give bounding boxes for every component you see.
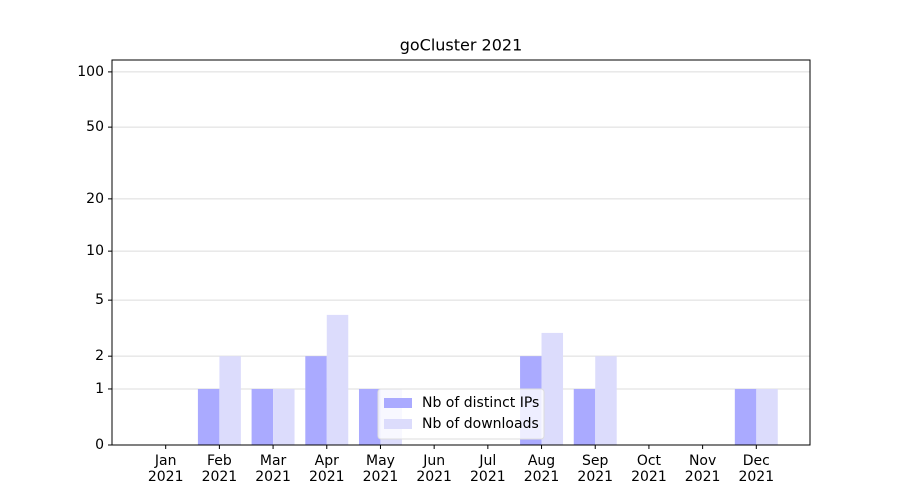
y-tick-label: 0 <box>95 437 104 453</box>
y-tick-label: 1 <box>95 381 104 397</box>
x-tick-label: Sep <box>582 453 609 469</box>
x-tick-label: 2021 <box>255 469 291 485</box>
legend-label: Nb of distinct IPs <box>422 395 539 411</box>
bar <box>197 388 220 445</box>
x-tick-label: Jul <box>478 453 496 469</box>
y-tick-label: 10 <box>86 243 104 259</box>
bar <box>326 314 349 445</box>
x-tick-label: 2021 <box>416 469 452 485</box>
x-tick-label: 2021 <box>631 469 667 485</box>
x-tick-label: 2021 <box>309 469 345 485</box>
y-tick-label: 5 <box>95 292 104 308</box>
x-tick-label: Oct <box>637 453 662 469</box>
x-tick-label: 2021 <box>685 469 721 485</box>
legend: Nb of distinct IPs Nb of downloads <box>377 388 545 440</box>
legend-swatch <box>384 398 412 408</box>
bar <box>734 388 757 445</box>
plot-frame <box>111 59 811 446</box>
x-tick-label: 2021 <box>202 469 238 485</box>
x-tick-label: 2021 <box>363 469 399 485</box>
x-tick-label: Dec <box>743 453 770 469</box>
x-tick-label: Jan <box>154 453 177 469</box>
bar <box>358 388 381 445</box>
y-tick-label: 50 <box>86 119 104 135</box>
chart-title: goCluster 2021 <box>400 36 523 55</box>
y-tick-label: 100 <box>77 64 104 80</box>
x-tick-label: 2021 <box>738 469 774 485</box>
x-tick-label: 2021 <box>577 469 613 485</box>
bar <box>595 356 617 445</box>
x-tick-label: 2021 <box>148 469 184 485</box>
bar <box>756 388 778 445</box>
y-tick-label: 2 <box>95 348 104 364</box>
bar <box>273 388 295 445</box>
y-tick-label: 20 <box>86 191 104 207</box>
bar <box>541 332 564 445</box>
legend-swatch <box>384 419 412 429</box>
x-tick-label: Feb <box>207 453 232 469</box>
x-tick-label: Jun <box>422 453 445 469</box>
legend-box <box>377 388 545 440</box>
x-tick-label: Apr <box>315 453 339 469</box>
x-tick-label: 2021 <box>524 469 560 485</box>
legend-label: Nb of downloads <box>422 416 539 432</box>
bar <box>219 356 241 445</box>
bar <box>305 356 327 445</box>
bar <box>573 388 596 445</box>
bar <box>251 388 274 445</box>
x-tick-label: May <box>366 453 395 469</box>
x-tick-label: Aug <box>528 453 555 469</box>
x-tick-label: 2021 <box>470 469 506 485</box>
x-tick-label: Nov <box>689 453 716 469</box>
x-tick-label: Mar <box>260 453 287 469</box>
